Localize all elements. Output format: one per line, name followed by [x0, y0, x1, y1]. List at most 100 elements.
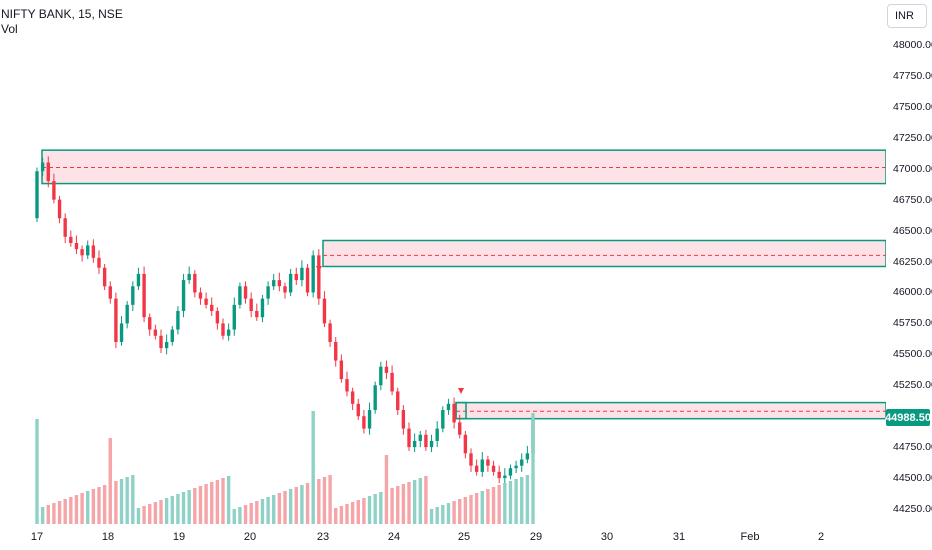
volume-bar [480, 491, 484, 524]
candle-body [345, 379, 349, 392]
candle-body [486, 459, 490, 466]
volume-bar [159, 500, 163, 524]
candle-body [249, 298, 253, 312]
candle-body [390, 372, 394, 392]
time-axis-label: 25 [457, 531, 471, 543]
candle-body [367, 410, 372, 429]
candle-body [474, 465, 479, 472]
volume-bar [170, 496, 174, 524]
candle-body [125, 304, 129, 324]
candle-body [435, 428, 439, 441]
volume-bar [412, 480, 417, 524]
volume-bar [350, 502, 355, 524]
candle-body [232, 304, 236, 330]
volume-bar [277, 493, 282, 524]
candle-body [238, 286, 242, 305]
price-axis-label: 46750.00 [893, 193, 932, 206]
volume-bar [181, 492, 186, 524]
candle-body [204, 298, 208, 305]
candle-body [311, 255, 315, 293]
candle-body [362, 416, 366, 429]
signal-marker [458, 388, 464, 394]
volume-bar [514, 479, 518, 524]
price-axis-label: 46250.00 [893, 255, 932, 268]
candle-body [260, 298, 265, 318]
volume-bar [362, 498, 366, 524]
volume-bar [339, 506, 344, 524]
candle-body [305, 267, 310, 293]
volume-bar [272, 495, 276, 524]
volume-bar [238, 507, 242, 524]
volume-label: Vol [1, 22, 18, 36]
candle-body [379, 366, 383, 386]
volume-bar [52, 503, 56, 524]
candle-body [164, 341, 169, 349]
volume-bar [119, 479, 124, 524]
volume-bar [418, 478, 422, 524]
volume-bar [193, 488, 197, 524]
signal-marker [316, 266, 322, 272]
candle-body [514, 465, 518, 469]
price-axis[interactable] [886, 0, 932, 550]
currency-button[interactable]: INR [887, 4, 927, 28]
candle-body [266, 286, 270, 299]
candle-body [469, 453, 473, 466]
candle-body [142, 273, 146, 318]
candle-body [463, 434, 468, 454]
price-axis-label: 46500.00 [893, 224, 932, 237]
volume-bar [215, 480, 220, 524]
candle-body [119, 323, 124, 342]
price-axis-label: 47000.00 [893, 162, 932, 175]
chart-area[interactable] [0, 0, 886, 526]
candle-body [458, 422, 462, 435]
volume-bar [384, 455, 389, 524]
candle-body [74, 242, 79, 250]
volume-bar [401, 484, 406, 524]
volume-bar [435, 507, 439, 524]
volume-bar [260, 499, 265, 524]
volume-bar [486, 489, 490, 524]
volume-bar [80, 493, 84, 524]
price-axis-label: 44250.00 [893, 503, 932, 515]
volume-bar [463, 497, 468, 524]
volume-bar [102, 485, 107, 524]
volume-bar [491, 487, 496, 524]
volume-bar [328, 475, 332, 524]
volume-bar [187, 490, 191, 524]
candle-body [215, 311, 220, 324]
candle-body [480, 459, 484, 472]
volume-bar [153, 502, 158, 524]
price-chart[interactable] [0, 0, 886, 526]
candle-body [86, 245, 90, 256]
price-axis-label: 44750.00 [893, 441, 932, 454]
volume-bar [69, 497, 73, 524]
candle-body [102, 267, 107, 287]
candle-body [429, 440, 434, 448]
volume-bar [390, 488, 394, 524]
price-axis-label: 47750.00 [893, 69, 932, 82]
time-axis-label: 19 [172, 531, 186, 543]
volume-bar [249, 503, 253, 524]
time-axis-label: 31 [672, 531, 686, 543]
price-axis-label: 47250.00 [893, 131, 932, 144]
time-axis-label: 17 [30, 531, 44, 543]
candle-body [407, 428, 411, 448]
candle-body [136, 273, 141, 287]
candle-body [69, 236, 73, 243]
candle-body [57, 199, 62, 219]
candle-body [153, 329, 158, 336]
candle-body [40, 162, 45, 172]
candle-body [91, 245, 96, 258]
candle-body [339, 360, 344, 380]
volume-bar [446, 503, 451, 524]
time-axis-label: 29 [529, 531, 543, 543]
candle-body [412, 440, 417, 448]
candle-body [176, 311, 180, 330]
volume-bar [114, 481, 118, 524]
time-axis-label: 20 [243, 531, 257, 543]
volume-bar [198, 486, 203, 524]
candle-body [356, 403, 360, 417]
candle-body [322, 298, 327, 324]
volume-bar [452, 501, 456, 524]
volume-bar [46, 505, 50, 524]
